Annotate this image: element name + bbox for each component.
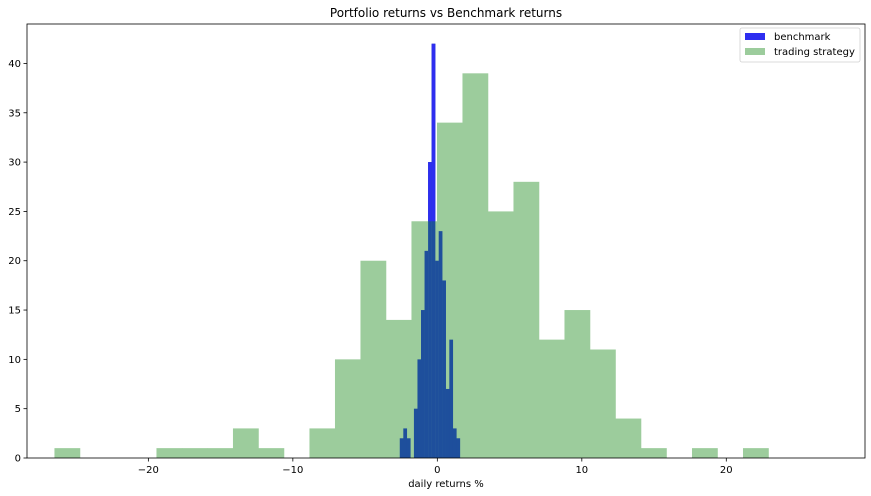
benchmark-bar	[421, 310, 425, 458]
strategy-bar	[385, 319, 412, 458]
strategy-bar	[309, 428, 336, 458]
y-tick-label: 20	[8, 256, 21, 267]
x-tick-label: −10	[282, 465, 303, 476]
benchmark-bar	[403, 428, 408, 458]
legend-swatch	[745, 48, 765, 55]
legend: benchmark trading strategy	[739, 27, 861, 63]
strategy-bar	[691, 448, 718, 458]
y-tick-label: 15	[8, 306, 21, 317]
plot-frame	[26, 23, 866, 459]
x-tick-label: −20	[138, 465, 159, 476]
benchmark-bar	[442, 280, 446, 458]
benchmark-bar	[435, 260, 439, 458]
strategy-bar	[207, 448, 234, 458]
strategy-bar	[156, 448, 183, 458]
strategy-bar	[640, 448, 667, 458]
strategy-bar	[334, 359, 361, 458]
benchmark-bar	[452, 428, 457, 458]
y-tick-label: 40	[8, 59, 21, 70]
benchmark-bar-top	[428, 162, 432, 222]
legend-swatch	[745, 33, 765, 40]
strategy-bar	[181, 448, 208, 458]
benchmark-bar	[399, 438, 404, 458]
y-tick-label: 0	[15, 454, 21, 465]
benchmark-bar	[428, 162, 432, 458]
ticks-group: −20 −10 0 10 20 0 5 10 15 20 25 30 35 40	[8, 59, 732, 476]
chart-title: Portfolio returns vs Benchmark returns	[330, 6, 562, 20]
strategy-bar	[54, 448, 81, 458]
benchmark-bar	[413, 408, 418, 458]
legend-label: trading strategy	[774, 47, 855, 58]
y-tick-label: 30	[8, 158, 21, 169]
strategy-bar	[487, 211, 514, 458]
x-tick-label: 20	[720, 465, 733, 476]
benchmark-bar	[417, 359, 422, 458]
strategy-bar	[360, 260, 387, 458]
strategy-bar	[462, 73, 489, 459]
y-tick-label: 5	[15, 404, 21, 415]
benchmark-bar	[445, 388, 450, 458]
benchmark-bar	[424, 250, 429, 458]
benchmark-bar	[406, 438, 411, 458]
benchmark-bar	[431, 43, 436, 459]
strategy-bar	[258, 448, 285, 458]
benchmark-bar	[449, 339, 454, 458]
x-axis-label: daily returns %	[408, 479, 484, 490]
strategy-bar	[615, 418, 642, 458]
y-tick-label: 35	[8, 108, 21, 119]
x-tick-label: 10	[575, 465, 588, 476]
y-tick-label: 10	[8, 355, 21, 366]
legend-box	[739, 27, 861, 63]
strategy-bar	[564, 310, 591, 458]
benchmark-bar-top	[431, 43, 436, 222]
axes-group	[26, 23, 866, 459]
x-tick-label: 0	[434, 465, 440, 476]
strategy-bar	[513, 181, 540, 458]
strategy-bar	[232, 428, 259, 458]
strategy-bar	[538, 339, 565, 458]
strategy-bar	[742, 448, 769, 458]
benchmark-bar	[456, 438, 461, 458]
strategy-bar	[589, 349, 616, 458]
y-tick-label: 25	[8, 207, 21, 218]
benchmark-bar	[438, 231, 443, 458]
bars-group	[54, 43, 769, 459]
legend-label: benchmark	[774, 32, 831, 43]
